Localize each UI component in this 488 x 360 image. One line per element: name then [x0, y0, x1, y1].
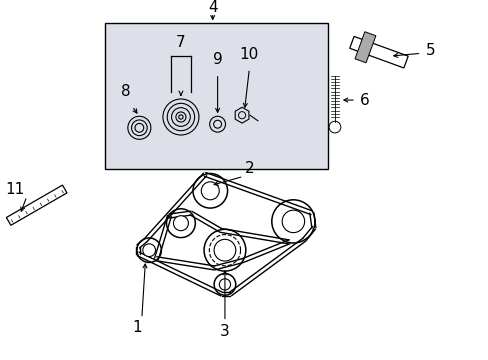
Text: 5: 5 — [425, 43, 434, 58]
Text: 7: 7 — [176, 35, 185, 50]
Text: 9: 9 — [212, 52, 222, 67]
Text: 3: 3 — [220, 324, 229, 339]
Circle shape — [201, 182, 219, 200]
Circle shape — [173, 216, 188, 231]
Text: 1: 1 — [132, 320, 142, 335]
Text: 2: 2 — [244, 161, 254, 176]
Circle shape — [214, 239, 235, 261]
Text: 10: 10 — [239, 47, 259, 62]
Text: 11: 11 — [5, 181, 24, 197]
Text: 8: 8 — [121, 84, 131, 99]
Polygon shape — [354, 32, 375, 63]
Bar — [105, 23, 327, 169]
Text: 6: 6 — [359, 93, 368, 108]
Circle shape — [142, 244, 155, 257]
Circle shape — [282, 210, 304, 233]
Circle shape — [219, 279, 230, 290]
Text: 4: 4 — [207, 0, 217, 15]
